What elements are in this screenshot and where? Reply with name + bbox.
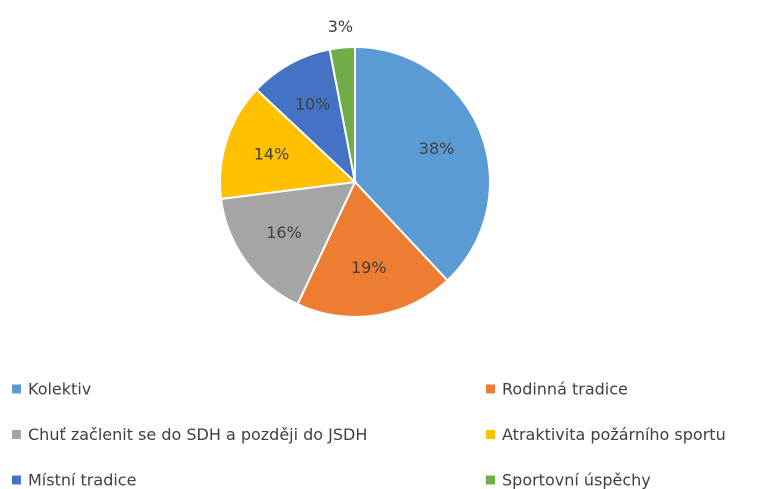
legend-label: Sportovní úspěchy <box>502 471 651 489</box>
pie-slice <box>328 45 356 183</box>
data-label: 3% <box>328 17 353 36</box>
legend-swatch <box>12 384 21 394</box>
pie-slice <box>354 45 491 282</box>
legend-label: Chuť začlenit se do SDH a později do JSD… <box>28 425 367 444</box>
legend-swatch <box>486 475 495 485</box>
data-label: 16% <box>266 223 302 242</box>
legend-label: Kolektiv <box>28 380 91 399</box>
legend-swatch <box>12 430 21 439</box>
pie-slice <box>219 88 358 201</box>
legend-label: Místní tradice <box>28 471 136 489</box>
data-label: 38% <box>419 139 455 158</box>
pie-slice <box>296 180 449 318</box>
legend-swatch <box>486 384 495 394</box>
legend-swatch <box>486 430 495 439</box>
data-label: 10% <box>295 95 331 114</box>
data-label: 14% <box>254 144 290 163</box>
data-label: 19% <box>351 258 387 277</box>
pie-slice <box>255 48 357 185</box>
legend-label: Atraktivita požárního sportu <box>502 425 726 444</box>
legend-swatch <box>12 475 21 485</box>
legend-label: Rodinná tradice <box>502 380 628 399</box>
pie-slice <box>219 180 357 306</box>
